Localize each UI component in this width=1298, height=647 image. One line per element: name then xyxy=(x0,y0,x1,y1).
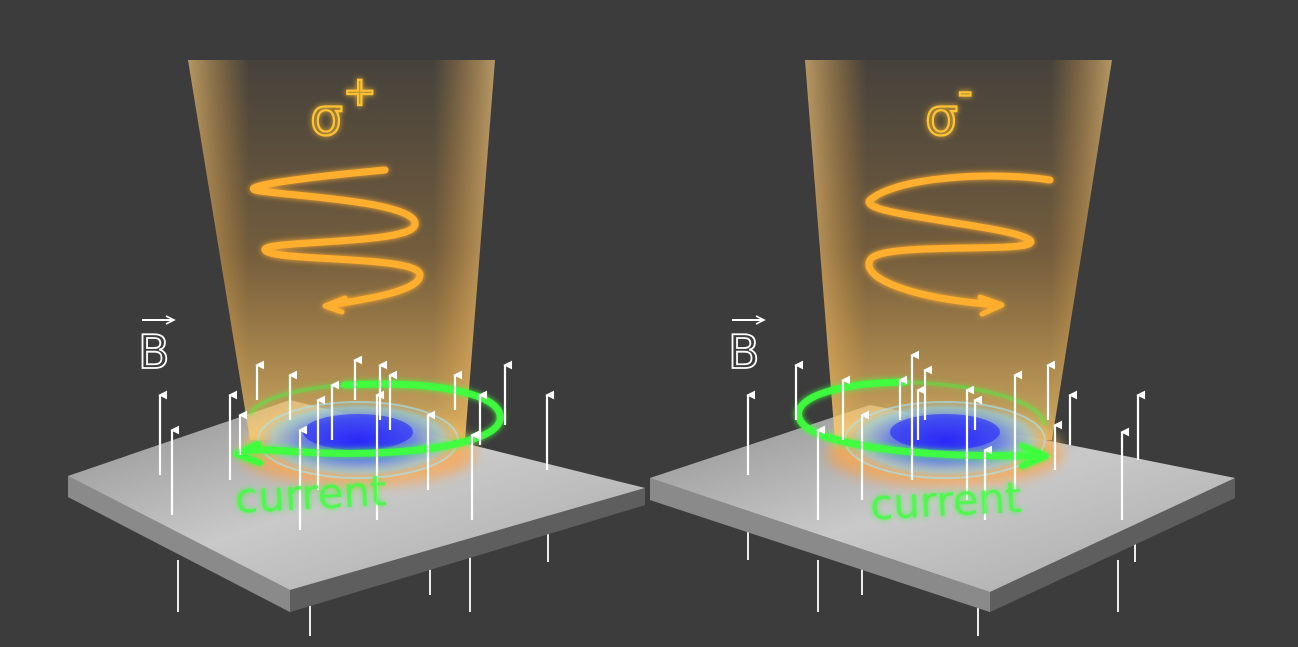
sigma-label-right: σ- xyxy=(925,69,972,148)
current-label-left: current xyxy=(234,466,388,523)
sigma-label-left: σ+ xyxy=(310,69,376,148)
sigma-base: σ xyxy=(310,88,343,148)
field-label: B xyxy=(728,325,760,379)
field-arrows-left xyxy=(158,355,555,530)
sigma-sup: + xyxy=(343,69,377,115)
field-label-right: B xyxy=(727,315,766,380)
substrate-slab-left xyxy=(68,400,645,612)
panel-right: σ- B current xyxy=(650,60,1235,636)
current-label-right: current xyxy=(869,473,1023,530)
sigma-base: σ xyxy=(925,88,958,148)
helix-wave-right xyxy=(865,172,1054,317)
field-label-left: B xyxy=(137,315,176,380)
substrate-slab-right xyxy=(650,405,1235,612)
panel-left: σ+ B current xyxy=(68,60,645,636)
sigma-sup: - xyxy=(958,69,972,115)
current-loop-right xyxy=(795,378,1049,469)
field-arrows-right xyxy=(746,350,1146,520)
field-label: B xyxy=(138,325,170,379)
helix-wave-left xyxy=(249,166,424,315)
